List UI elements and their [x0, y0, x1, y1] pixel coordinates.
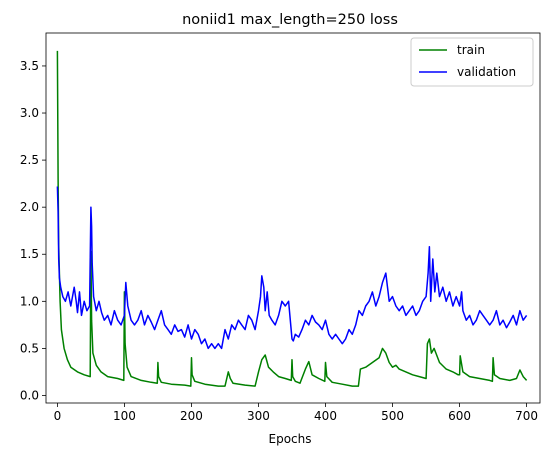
legend-label-train: train [457, 43, 485, 57]
chart-title: noniid1 max_length=250 loss [182, 12, 398, 28]
x-tick-label: 200 [180, 409, 203, 423]
y-tick-label: 1.0 [20, 294, 39, 308]
x-tick-label: 500 [381, 409, 404, 423]
x-tick-label: 600 [448, 409, 471, 423]
y-tick-label: 3.0 [20, 106, 39, 120]
y-tick-label: 3.5 [20, 59, 39, 73]
x-axis-label: Epochs [269, 432, 312, 446]
x-tick-label: 300 [247, 409, 270, 423]
y-axis: 0.0 0.5 1.0 1.5 2.0 2.5 3.0 3.5 [20, 59, 46, 402]
y-tick-label: 2.5 [20, 153, 39, 167]
legend-label-validation: validation [457, 65, 516, 79]
x-tick-label: 700 [515, 409, 538, 423]
y-tick-label: 0.0 [20, 388, 39, 402]
x-tick-label: 0 [54, 409, 62, 423]
axes-frame [45, 32, 541, 404]
series-line-train [56, 50, 528, 387]
plot-area [56, 50, 528, 387]
y-tick-label: 1.5 [20, 247, 39, 261]
x-tick-label: 100 [113, 409, 136, 423]
series-line-validation [56, 186, 528, 350]
x-axis: 0 100 200 300 400 500 600 700 [54, 403, 538, 423]
y-tick-label: 2.0 [20, 200, 39, 214]
legend: train validation [410, 37, 534, 87]
x-tick-label: 400 [314, 409, 337, 423]
y-tick-label: 0.5 [20, 341, 39, 355]
